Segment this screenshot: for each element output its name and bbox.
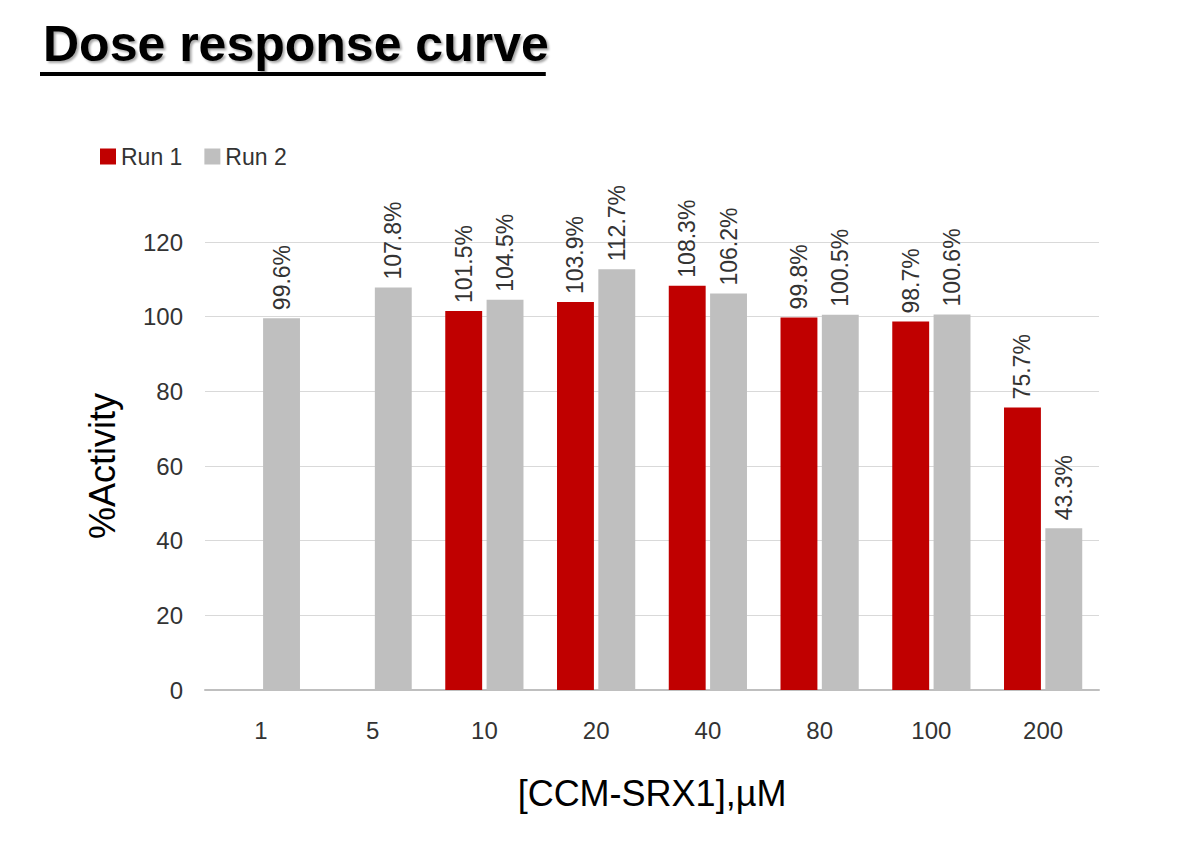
svg-text:5: 5 bbox=[366, 717, 379, 744]
svg-text:200: 200 bbox=[1023, 717, 1063, 744]
svg-text:108.3%: 108.3% bbox=[674, 200, 700, 278]
svg-text:10: 10 bbox=[471, 717, 498, 744]
svg-text:80: 80 bbox=[806, 717, 833, 744]
svg-text:100.6%: 100.6% bbox=[939, 228, 965, 306]
svg-text:101.5%: 101.5% bbox=[451, 225, 477, 303]
svg-text:106.2%: 106.2% bbox=[716, 208, 742, 286]
svg-text:112.7%: 112.7% bbox=[604, 185, 630, 261]
svg-text:75.7%: 75.7% bbox=[1009, 334, 1035, 399]
svg-text:%Activity: %Activity bbox=[82, 393, 123, 539]
svg-text:60: 60 bbox=[156, 453, 183, 480]
svg-text:40: 40 bbox=[695, 717, 722, 744]
svg-text:99.8%: 99.8% bbox=[786, 244, 812, 309]
svg-text:20: 20 bbox=[156, 602, 183, 629]
svg-text:107.8%: 107.8% bbox=[380, 202, 406, 280]
svg-text:40: 40 bbox=[156, 527, 183, 554]
svg-text:99.6%: 99.6% bbox=[269, 245, 295, 310]
svg-text:Run 2: Run 2 bbox=[225, 144, 286, 170]
svg-text:103.9%: 103.9% bbox=[562, 216, 588, 294]
svg-text:1: 1 bbox=[254, 717, 267, 744]
svg-text:[CCM-SRX1],µM: [CCM-SRX1],µM bbox=[518, 773, 787, 814]
svg-text:80: 80 bbox=[156, 378, 183, 405]
svg-text:120: 120 bbox=[143, 229, 183, 256]
svg-text:98.7%: 98.7% bbox=[898, 248, 924, 313]
svg-text:0: 0 bbox=[170, 677, 183, 704]
svg-text:104.5%: 104.5% bbox=[492, 214, 518, 292]
svg-text:Dose response curve: Dose response curve bbox=[43, 16, 549, 72]
svg-text:100: 100 bbox=[143, 303, 183, 330]
svg-text:100: 100 bbox=[911, 717, 951, 744]
svg-text:20: 20 bbox=[583, 717, 610, 744]
svg-text:Run 1: Run 1 bbox=[121, 144, 182, 170]
svg-text:100.5%: 100.5% bbox=[827, 229, 853, 307]
svg-text:43.3%: 43.3% bbox=[1051, 455, 1077, 520]
